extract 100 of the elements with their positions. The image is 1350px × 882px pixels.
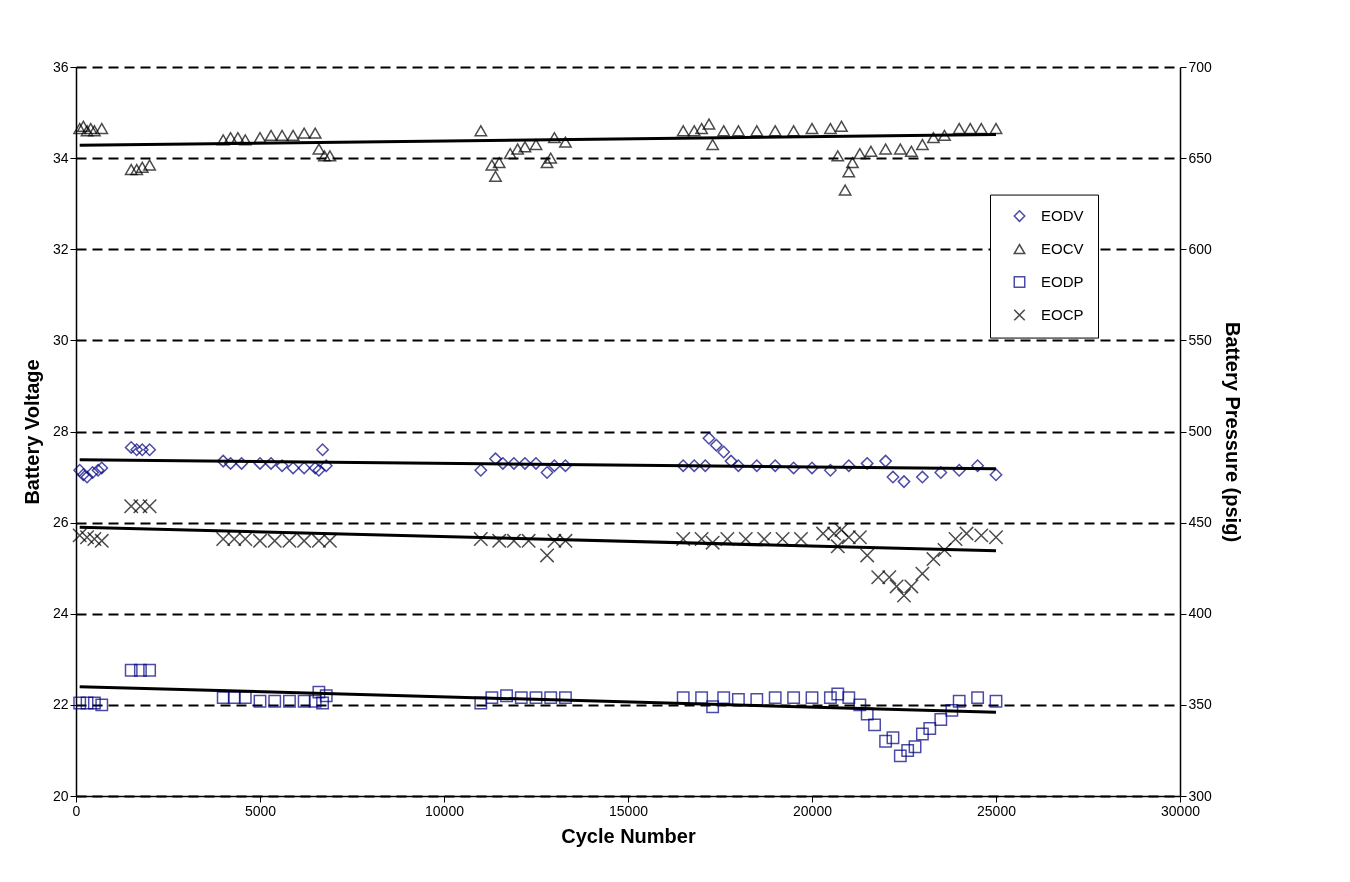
y2-tick-label: 450 (1188, 514, 1213, 531)
point (95, 698, 109, 712)
point (500, 689, 514, 703)
point (73, 696, 87, 710)
x-tick-label: 5000 (244, 802, 277, 819)
point (694, 531, 710, 547)
point (805, 691, 819, 705)
legend-label: EODP (1041, 273, 1084, 291)
point (787, 691, 801, 705)
point (868, 718, 882, 732)
point (731, 459, 745, 473)
x-tick-label: 25000 (977, 802, 1017, 819)
point (823, 691, 837, 705)
point (539, 547, 555, 563)
y-tick-label: 30 (52, 331, 69, 348)
point (80, 696, 94, 710)
point (316, 443, 330, 457)
point (316, 696, 330, 710)
point (923, 722, 937, 736)
point (853, 698, 867, 712)
point (833, 522, 849, 538)
x-tick-label: 0 (72, 802, 81, 819)
point (135, 443, 149, 457)
point (95, 461, 109, 475)
point (86, 531, 102, 547)
point (859, 547, 875, 563)
point (914, 566, 930, 582)
point (971, 691, 985, 705)
point (224, 456, 238, 470)
point (132, 498, 148, 514)
point (724, 454, 738, 468)
x-tick-label: 30000 (1161, 802, 1201, 819)
point (297, 694, 311, 708)
point (76, 468, 90, 482)
point (319, 689, 333, 703)
y-tick-label: 24 (52, 605, 69, 622)
y2-tick-label: 400 (1188, 605, 1213, 622)
point (702, 431, 716, 445)
point (989, 694, 1003, 708)
point (514, 691, 528, 705)
point (989, 468, 1003, 482)
y-tick-label: 22 (52, 696, 69, 713)
point (143, 443, 157, 457)
point (937, 542, 952, 558)
legend-label: EODV (1041, 207, 1084, 225)
point (268, 694, 282, 708)
point (901, 743, 915, 757)
y-tick-label: 28 (52, 423, 69, 439)
point (842, 691, 856, 705)
point (897, 475, 911, 489)
point (473, 531, 489, 547)
point (286, 461, 300, 475)
point (717, 445, 731, 459)
y2-axis-title: Battery Pressure (psig) (1221, 321, 1244, 543)
point (915, 470, 929, 484)
x-tick-label: 15000 (609, 802, 649, 819)
point (952, 694, 966, 708)
point (124, 663, 138, 677)
point (485, 691, 499, 705)
point (908, 740, 922, 754)
point (831, 687, 845, 701)
point (948, 531, 963, 547)
point (312, 463, 326, 477)
point (124, 441, 138, 454)
point (130, 443, 144, 457)
point (94, 533, 110, 549)
y-tick-label: 36 (52, 58, 69, 75)
point (558, 691, 572, 705)
x-axis-title: Cycle Number (561, 824, 696, 847)
point (886, 470, 900, 484)
point (830, 538, 846, 554)
point (275, 459, 289, 473)
point (915, 727, 929, 741)
point (705, 535, 721, 551)
point (216, 454, 230, 468)
point (282, 694, 296, 708)
point (709, 438, 723, 452)
y2-tick-label: 300 (1188, 787, 1213, 804)
point (805, 461, 819, 475)
point (886, 731, 900, 745)
point (308, 461, 322, 475)
y2-tick-label: 350 (1188, 696, 1213, 713)
point (86, 466, 100, 479)
y-axis-title: Battery Voltage (20, 359, 43, 505)
y2-tick-label: 550 (1188, 331, 1213, 348)
point (896, 588, 912, 603)
x-tick-label: 10000 (425, 802, 465, 819)
y2-tick-label: 500 (1188, 423, 1213, 439)
x-tick-label: 20000 (793, 802, 833, 819)
y-tick-label: 26 (52, 514, 69, 531)
point (489, 452, 502, 466)
legend-label: EOCP (1041, 306, 1084, 324)
point (474, 463, 488, 477)
point (80, 470, 94, 484)
y-tick-label: 20 (52, 787, 69, 804)
point (227, 691, 241, 705)
point (756, 531, 772, 547)
point (675, 531, 691, 547)
point (793, 531, 809, 547)
point (768, 691, 782, 705)
